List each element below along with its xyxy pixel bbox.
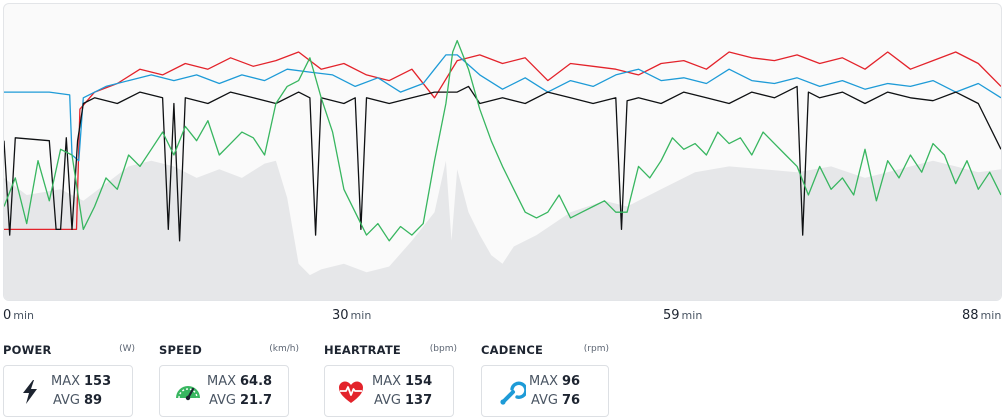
x-tick-3: 88 min (962, 308, 1002, 323)
series-power-line (4, 85, 1001, 242)
metric-unit: (km/h) (269, 344, 299, 354)
metric-unit: (rpm) (583, 344, 609, 354)
max-label: MAX (528, 374, 558, 389)
heart-pulse-icon (339, 381, 363, 403)
metric-power: POWER (W) MAX 153 AVG 89 (3, 343, 135, 417)
metric-title: HEARTRATE (324, 343, 401, 357)
metric-unit: (bpm) (429, 344, 457, 354)
metric-speed: SPEED (km/h) MAX 64.8 AVG 21.7 (159, 343, 299, 417)
avg-value: 76 (562, 393, 581, 408)
avg-label: AVG (373, 393, 401, 408)
metric-header: POWER (W) (3, 343, 135, 359)
max-value: 154 (405, 374, 433, 389)
max-label: MAX (206, 374, 236, 389)
metric-card: MAX 154 AVG 137 (324, 365, 454, 417)
x-tick-2: 59 min (663, 308, 703, 323)
lightning-bolt-icon (23, 380, 37, 404)
metric-title: POWER (3, 343, 52, 357)
metric-max-row: MAX 154 (369, 374, 432, 389)
max-value: 153 (84, 374, 112, 389)
series-elevation-area (4, 160, 1001, 300)
metric-heartrate: HEARTRATE (bpm) MAX 154 AVG 137 (324, 343, 457, 417)
chart-area (3, 3, 1002, 301)
series-heartrate-line (4, 51, 1001, 231)
cadence-wrench-icon (500, 381, 526, 405)
metric-avg-row: AVG 89 (48, 393, 102, 408)
avg-value: 137 (405, 393, 433, 408)
speedometer-icon (176, 386, 200, 401)
metric-card: MAX 64.8 AVG 21.7 (159, 365, 289, 417)
x-tick-1: 30 min (332, 308, 372, 323)
max-value: 64.8 (240, 374, 273, 389)
max-label: MAX (50, 374, 80, 389)
metric-header: CADENCE (rpm) (481, 343, 609, 359)
metric-cadence: CADENCE (rpm) MAX 96 AVG 76 (481, 343, 609, 417)
series-cadence-line (4, 39, 1001, 242)
metric-unit: (W) (119, 344, 135, 354)
avg-label: AVG (530, 393, 558, 408)
metric-title: SPEED (159, 343, 202, 357)
metric-max-row: MAX 64.8 (204, 374, 272, 389)
metric-avg-row: AVG 137 (369, 393, 432, 408)
metric-card: MAX 153 AVG 89 (3, 365, 133, 417)
x-tick-0: 0 min (3, 308, 35, 323)
metric-avg-row: AVG 21.7 (204, 393, 272, 408)
metric-title: CADENCE (481, 343, 544, 357)
avg-label: AVG (52, 393, 80, 408)
avg-value: 89 (84, 393, 103, 408)
max-label: MAX (371, 374, 401, 389)
activity-chart (4, 39, 1001, 300)
metric-max-row: MAX 96 (526, 374, 580, 389)
max-value: 96 (562, 374, 581, 389)
metric-header: HEARTRATE (bpm) (324, 343, 457, 359)
series-speed-line (4, 54, 1001, 162)
avg-label: AVG (208, 393, 236, 408)
metric-card: MAX 96 AVG 76 (481, 365, 609, 417)
metric-max-row: MAX 153 (48, 374, 111, 389)
metric-header: SPEED (km/h) (159, 343, 299, 359)
avg-value: 21.7 (240, 393, 273, 408)
metric-avg-row: AVG 76 (526, 393, 580, 408)
